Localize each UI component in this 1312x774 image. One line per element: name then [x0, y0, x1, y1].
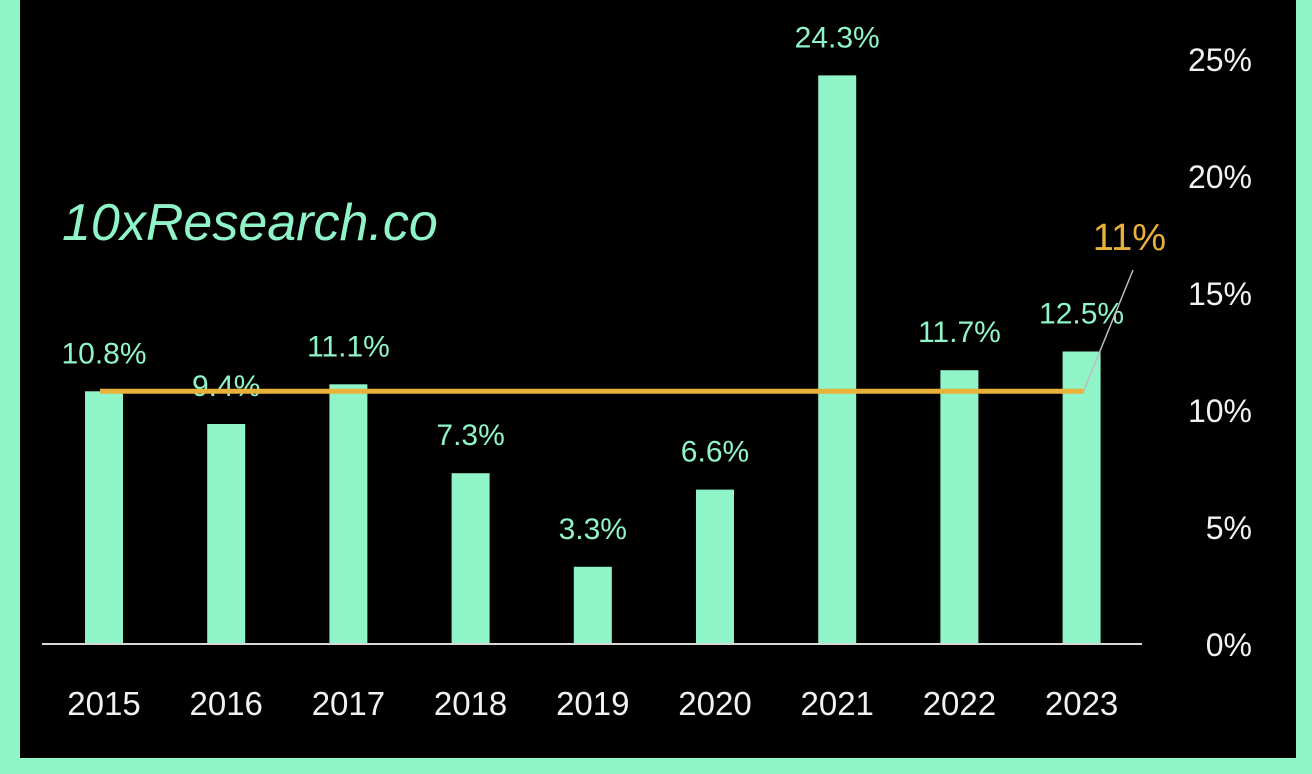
y-tick-label-10: 10% — [1188, 393, 1252, 429]
bar-2015 — [85, 391, 123, 644]
y-tick-label-20: 20% — [1188, 159, 1252, 195]
data-label-2023: 12.5% — [1039, 298, 1124, 331]
x-tick-label-2015: 2015 — [67, 685, 140, 722]
x-tick-label-2018: 2018 — [434, 685, 507, 722]
y-tick-label-25: 25% — [1188, 42, 1252, 78]
average-line-layer: 11% — [100, 217, 1166, 394]
y-tick-label-0: 0% — [1206, 627, 1252, 663]
x-tick-label-2019: 2019 — [556, 685, 629, 722]
bars-layer — [85, 75, 1101, 644]
y-tick-label-5: 5% — [1206, 510, 1252, 546]
x-tick-label-2020: 2020 — [678, 685, 751, 722]
data-label-2019: 3.3% — [559, 513, 627, 546]
data-label-2017: 11.1% — [307, 330, 390, 363]
bar-2023 — [1062, 351, 1101, 644]
x-tick-label-2021: 2021 — [800, 685, 873, 722]
data-label-2021: 24.3% — [795, 21, 880, 54]
data-labels-layer: 10.8% 9.4% 11.1% 7.3% 3.3% 6.6% 24.3% 11.7% 12.5… — [61, 21, 1124, 545]
data-label-2018: 7.3% — [436, 419, 504, 452]
y-tick-labels: 0% 5% 10% 15% 20% 25% — [1188, 42, 1252, 663]
data-label-2020: 6.6% — [681, 436, 749, 469]
bar-2017 — [329, 384, 368, 644]
average-line-leader — [1082, 269, 1134, 392]
data-label-2015: 10.8% — [61, 337, 146, 370]
bar-2016 — [207, 424, 246, 644]
data-label-2022: 11.7% — [918, 316, 1001, 349]
data-label-2016: 9.4% — [192, 370, 260, 403]
bar-2022 — [940, 370, 979, 644]
bar-2019 — [573, 566, 612, 644]
bar-2020 — [696, 489, 734, 644]
y-tick-label-15: 15% — [1188, 276, 1252, 312]
x-tick-label-2016: 2016 — [189, 685, 262, 722]
x-tick-labels: 2015 2016 2017 2018 2019 2020 2021 2022 2023 — [67, 685, 1118, 722]
x-tick-label-2017: 2017 — [312, 685, 385, 722]
bar-2021 — [818, 75, 857, 644]
x-tick-label-2022: 2022 — [923, 685, 996, 722]
watermark-text: 10xResearch.co — [62, 194, 438, 252]
x-tick-label-2023: 2023 — [1045, 685, 1118, 722]
average-line-label: 11% — [1093, 217, 1166, 259]
bar-2018 — [451, 473, 490, 644]
